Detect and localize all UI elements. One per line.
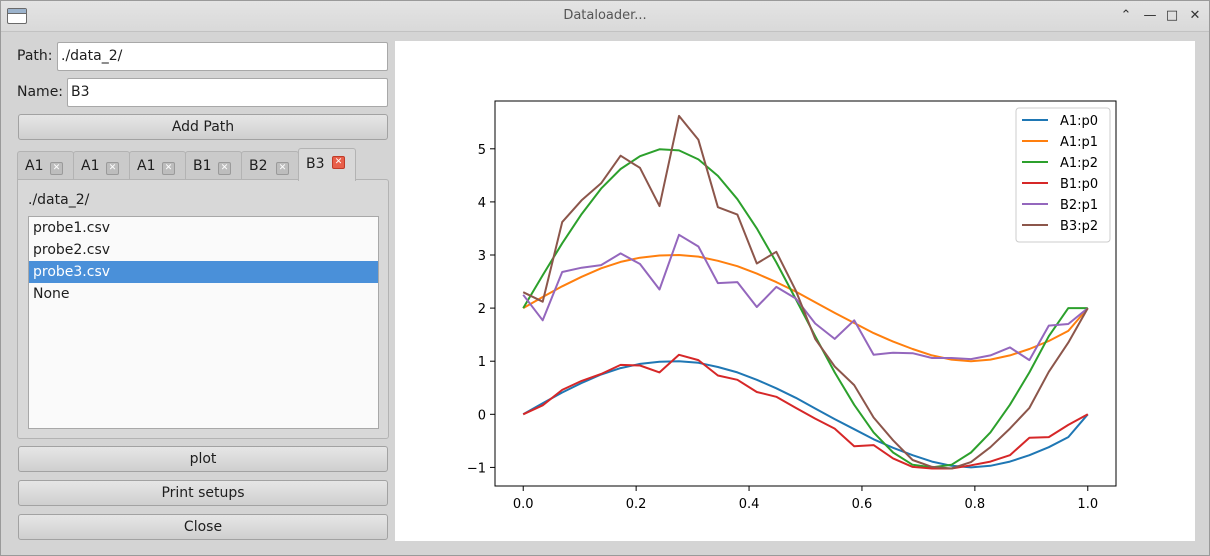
y-tick-label: 1 [478,355,486,370]
tab-close-icon[interactable]: ✕ [106,162,119,175]
series-line-3 [522,353,1089,470]
tab-label: A1 [25,158,44,174]
y-tick-label: 3 [478,249,486,264]
tab-b3[interactable]: B3 ✕ [298,148,356,181]
axes-frame [494,100,1117,487]
legend-label: B1:p0 [1060,177,1098,192]
tab-close-icon[interactable]: ✕ [276,162,289,175]
minimize-icon[interactable]: — [1143,8,1157,23]
tab-label: B1 [193,158,212,174]
y-tick-label: −1 [467,461,486,476]
tab-b1[interactable]: B1 ✕ [185,151,242,180]
tab-label: A1 [137,158,156,174]
plot-canvas: 0.0 0.2 0.4 0.6 0.8 1.0 −1 0 1 2 3 4 5 A1:p0 A1:p1 A1:p… [395,41,1195,541]
tab-b2[interactable]: B2 ✕ [241,151,299,180]
x-tick-label: 0.4 [739,497,760,512]
y-tick-label: 0 [478,408,486,423]
tab-label: A1 [81,158,100,174]
list-item[interactable]: probe2.csv [33,242,111,258]
x-tick-label: 0.2 [626,497,647,512]
tab-close-icon[interactable]: ✕ [162,162,175,175]
tab-a1-3[interactable]: A1 ✕ [129,151,186,180]
x-tick-label: 0.6 [852,497,873,512]
legend-label: A1:p2 [1060,156,1098,171]
maximize-icon[interactable]: □ [1165,8,1179,23]
tab-a1-1[interactable]: A1 ✕ [17,151,74,180]
name-label: Name: [17,84,64,100]
list-item[interactable]: None [33,286,70,302]
legend-label: A1:p1 [1060,135,1098,150]
print-setups-button[interactable]: Print setups [18,480,388,506]
x-tick-label: 1.0 [1077,497,1098,512]
tab-label: B2 [249,158,268,174]
tab-close-icon[interactable]: ✕ [218,162,231,175]
tab-close-icon[interactable]: ✕ [50,162,63,175]
close-icon[interactable]: ✕ [1189,8,1201,23]
legend-label: A1:p0 [1060,114,1098,129]
tab-close-icon[interactable]: ✕ [332,156,345,169]
close-button[interactable]: Close [18,514,388,540]
y-tick-label: 5 [478,143,486,158]
tab-label: B3 [306,156,325,172]
x-tick-label: 0.8 [965,497,986,512]
list-item[interactable]: probe3.csv [29,261,378,283]
legend-label: B2:p1 [1060,198,1098,213]
legend-label: B3:p2 [1060,219,1098,234]
series-line-5 [522,114,1089,470]
y-tick-label: 4 [478,196,486,211]
window-title: Dataloader... [563,8,647,23]
series-line-2 [522,148,1088,469]
title-bar[interactable]: Dataloader... ⌃ — □ ✕ [1,1,1209,32]
pane-path-label: ./data_2/ [28,192,90,208]
tab-a1-2[interactable]: A1 ✕ [73,151,130,180]
series-line-1 [522,254,1089,363]
series-line-0 [522,360,1089,469]
chevron-up-icon[interactable]: ⌃ [1120,8,1132,23]
line-chart: 0.0 0.2 0.4 0.6 0.8 1.0 −1 0 1 2 3 4 5 A1:p0 A1:p1 A1:p… [467,100,1117,512]
tab-bar: A1 ✕ A1 ✕ A1 ✕ B1 ✕ B2 ✕ B3 ✕ [17,148,389,181]
file-list[interactable]: probe1.csv probe2.csv probe3.csv None [28,216,379,429]
plot-button[interactable]: plot [18,446,388,472]
series-line-4 [522,233,1089,362]
list-item[interactable]: probe1.csv [33,220,111,236]
name-input[interactable]: B3 [67,78,388,107]
path-label: Path: [17,48,53,64]
window-app-icon [7,8,27,24]
add-path-button[interactable]: Add Path [18,114,388,140]
x-tick-label: 0.0 [513,497,534,512]
tab-pane: ./data_2/ probe1.csv probe2.csv probe3.c… [17,179,389,439]
y-tick-label: 2 [478,302,486,317]
path-input[interactable]: ./data_2/ [57,42,388,71]
